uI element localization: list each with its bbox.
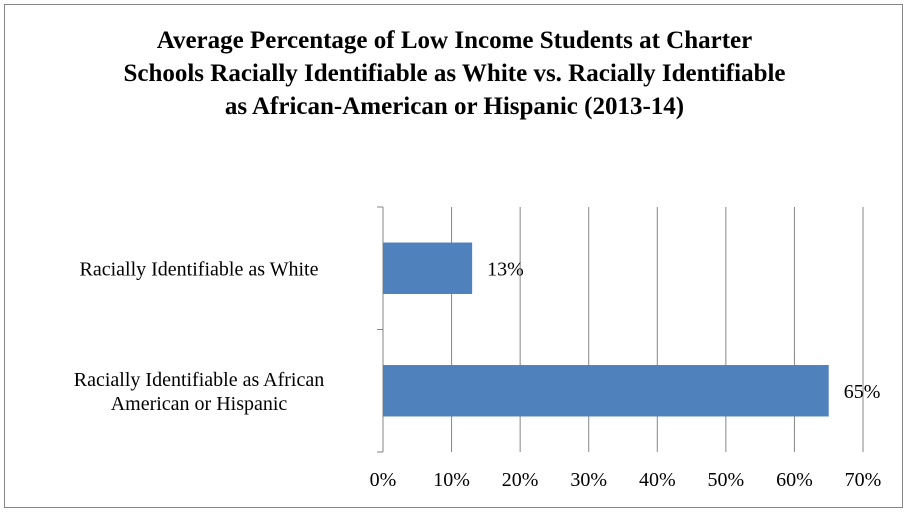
x-tick-label: 10% — [433, 469, 470, 491]
x-tick-label: 0% — [370, 469, 397, 491]
x-tick-label: 60% — [776, 469, 813, 491]
chart-title: Average Percentage of Low Income Student… — [123, 27, 786, 120]
bar — [383, 365, 829, 417]
x-tick-label: 50% — [708, 469, 745, 491]
x-tick-label: 20% — [502, 469, 539, 491]
category-label: Racially Identifiable as White — [80, 258, 319, 280]
category-label: American or Hispanic — [111, 393, 288, 415]
x-tick-label: 30% — [570, 469, 607, 491]
category-label: Racially Identifiable as African — [74, 369, 324, 391]
x-tick-label: 40% — [639, 469, 676, 491]
data-label: 65% — [844, 381, 881, 403]
data-label: 13% — [487, 258, 524, 280]
bar — [383, 242, 473, 294]
x-tick-label: 70% — [845, 469, 882, 491]
